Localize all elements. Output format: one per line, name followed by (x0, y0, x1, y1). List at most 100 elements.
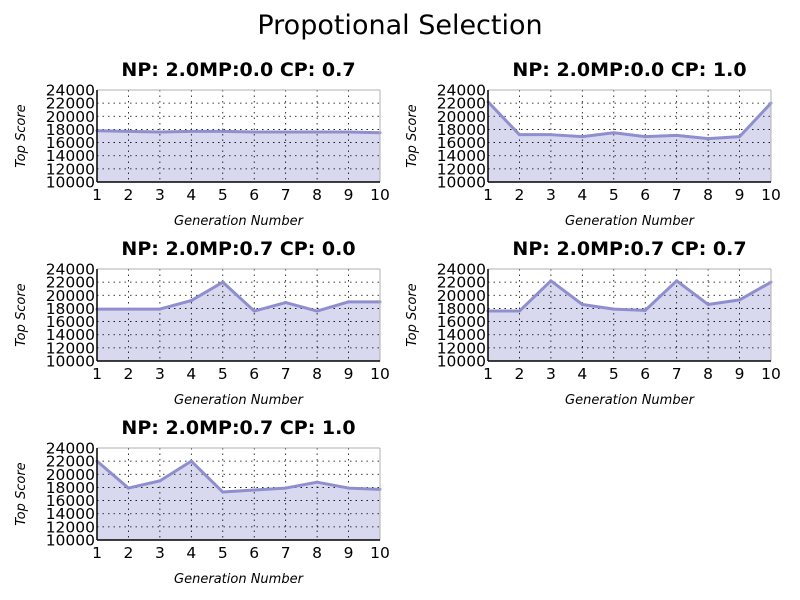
data-point (126, 307, 130, 311)
data-point (549, 133, 553, 137)
subplot-4: 1000012000140001600018000200002200024000… (405, 238, 781, 408)
y-axis-label: Top Score (14, 104, 29, 167)
area-fill (488, 101, 771, 182)
x-tick-label: 1 (92, 186, 102, 204)
data-point (706, 302, 710, 306)
data-point (549, 279, 553, 283)
x-axis-label: Generation Number (174, 214, 305, 229)
x-tick-label: 5 (218, 186, 228, 204)
subplots-container: 1000012000140001600018000200002200024000… (14, 59, 781, 587)
data-point (284, 301, 288, 305)
area-fill (97, 461, 380, 540)
y-tick-label: 16000 (46, 492, 95, 510)
y-tick-label: 14000 (437, 326, 486, 344)
data-point (252, 130, 256, 134)
data-point (252, 309, 256, 313)
y-tick-label: 18000 (46, 479, 95, 497)
x-tick-label: 8 (312, 365, 322, 383)
y-tick-label: 10000 (437, 174, 486, 192)
x-tick-label: 4 (186, 186, 196, 204)
y-tick-label: 12000 (46, 160, 95, 178)
x-tick-label: 10 (370, 186, 390, 204)
x-axis-label: Generation Number (174, 393, 305, 408)
y-tick-label: 22000 (437, 274, 486, 292)
y-tick-label: 20000 (46, 108, 95, 126)
data-point (126, 486, 130, 490)
y-axis-label: Top Score (405, 283, 420, 346)
y-tick-label: 16000 (46, 134, 95, 152)
x-axis-label: Generation Number (565, 393, 696, 408)
area-fill (97, 130, 380, 182)
y-tick-label: 14000 (46, 505, 95, 523)
y-tick-label: 14000 (437, 147, 486, 165)
data-point (284, 130, 288, 134)
subplot-title: NP: 2.0MP:0.0 CP: 0.7 (121, 59, 355, 81)
x-tick-label: 7 (672, 365, 682, 383)
data-point (158, 130, 162, 134)
y-tick-label: 14000 (46, 147, 95, 165)
data-point (517, 309, 521, 313)
subplot-5: 1000012000140001600018000200002200024000… (14, 417, 390, 587)
x-tick-label: 3 (155, 186, 165, 204)
y-tick-label: 18000 (437, 121, 486, 139)
y-tick-label: 18000 (437, 300, 486, 318)
subplot-2: 1000012000140001600018000200002200024000… (405, 59, 781, 229)
area-fill (488, 280, 771, 361)
series-line (96, 459, 381, 494)
x-tick-label: 9 (344, 186, 354, 204)
data-point (221, 129, 225, 133)
y-tick-label: 18000 (46, 300, 95, 318)
data-point (612, 307, 616, 311)
x-tick-label: 5 (218, 365, 228, 383)
x-tick-label: 6 (249, 186, 259, 204)
x-tick-label: 10 (761, 186, 781, 204)
x-tick-label: 6 (249, 544, 259, 562)
data-point (738, 298, 742, 302)
x-tick-label: 1 (92, 544, 102, 562)
y-tick-label: 24000 (437, 261, 486, 279)
x-tick-label: 2 (124, 186, 134, 204)
y-tick-label: 12000 (437, 160, 486, 178)
y-tick-label: 20000 (437, 287, 486, 305)
x-tick-label: 6 (249, 365, 259, 383)
x-tick-label: 3 (546, 365, 556, 383)
y-tick-label: 14000 (46, 326, 95, 344)
x-tick-label: 7 (672, 186, 682, 204)
x-tick-label: 5 (218, 544, 228, 562)
series-line (488, 279, 772, 313)
x-tick-label: 8 (312, 544, 322, 562)
y-tick-label: 10000 (437, 353, 486, 371)
data-point (517, 133, 521, 137)
y-tick-label: 24000 (437, 82, 486, 100)
y-axis-label: Top Score (14, 283, 29, 346)
data-point (347, 130, 351, 134)
y-tick-label: 20000 (437, 108, 486, 126)
subplot-1: 1000012000140001600018000200002200024000… (14, 59, 390, 229)
y-tick-label: 24000 (46, 82, 95, 100)
x-tick-label: 2 (124, 365, 134, 383)
y-tick-label: 12000 (437, 339, 486, 357)
data-point (675, 133, 679, 137)
x-tick-label: 9 (344, 544, 354, 562)
data-point (189, 299, 193, 303)
y-tick-label: 10000 (46, 174, 95, 192)
data-point (612, 131, 616, 135)
x-tick-label: 4 (577, 365, 587, 383)
x-tick-label: 4 (577, 186, 587, 204)
area-fill (97, 282, 380, 361)
y-tick-label: 20000 (46, 466, 95, 484)
y-tick-label: 22000 (46, 453, 95, 471)
x-tick-label: 8 (703, 365, 713, 383)
data-point (738, 135, 742, 139)
y-tick-label: 22000 (46, 95, 95, 113)
x-tick-label: 4 (186, 365, 196, 383)
y-tick-label: 16000 (46, 313, 95, 331)
data-point (158, 479, 162, 483)
data-point (252, 488, 256, 492)
x-tick-label: 4 (186, 544, 196, 562)
data-point (315, 309, 319, 313)
data-point (221, 280, 225, 284)
data-point (706, 137, 710, 141)
data-point (189, 129, 193, 133)
